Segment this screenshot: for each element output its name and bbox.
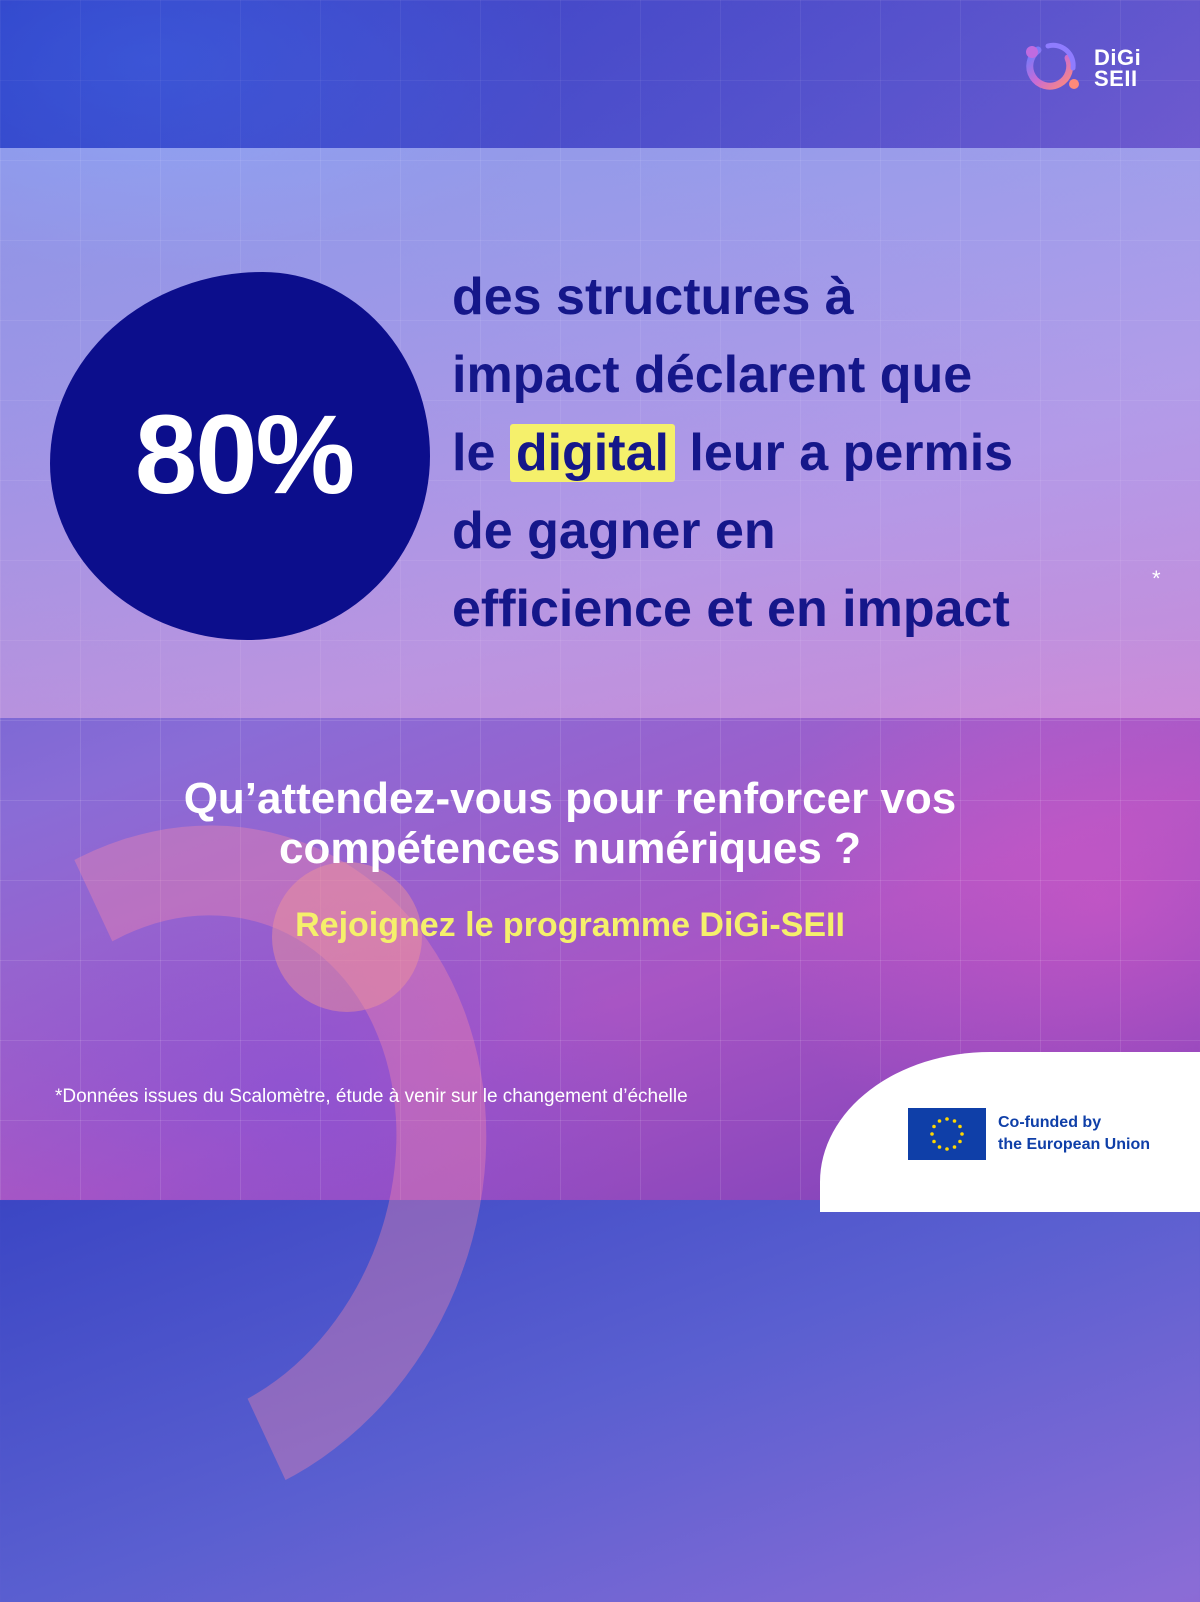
eu-funding-badge: Co-funded by the European Union — [908, 1108, 1150, 1160]
stat-badge: 80% — [50, 272, 430, 640]
statement-line-3: le digital leur a permis — [452, 414, 1172, 492]
statement-line-3-after: leur a permis — [689, 424, 1014, 482]
question-line-2: compétences numériques ? — [279, 824, 861, 873]
eu-star — [952, 1119, 957, 1123]
statement-line-4: de gagner en — [452, 502, 776, 560]
stat-value: 80% — [134, 391, 355, 517]
footnote: *Données issues du Scalomètre, étude à v… — [55, 1086, 688, 1107]
question-heading: Qu’attendez-vous pour renforcer vos comp… — [40, 774, 1100, 874]
top-band — [0, 0, 1200, 148]
statement-line-5: efficience et en impact — [452, 580, 1010, 638]
decorative-circle — [272, 862, 422, 1012]
eu-star — [937, 1145, 942, 1149]
statement-line-3-before: le — [452, 424, 496, 482]
digi-seii-logo: DiGi SEII — [1018, 38, 1178, 98]
eu-star — [960, 1132, 964, 1136]
eu-star — [945, 1147, 949, 1151]
eu-star — [930, 1132, 934, 1136]
digi-seii-logo-mark-icon — [1026, 42, 1079, 90]
statement-line-2: impact déclarent que — [452, 346, 973, 404]
logo-line-1: DiGi — [1094, 45, 1142, 70]
eu-star — [952, 1145, 957, 1149]
footnote-asterisk: * — [1152, 566, 1161, 591]
call-to-action: Rejoignez le programme DiGi-SEII — [295, 906, 845, 944]
statement-text: des structures à impact déclarent que le… — [452, 258, 1172, 648]
logo-line-2: SEII — [1094, 66, 1138, 91]
eu-line-1: Co-funded by — [998, 1114, 1102, 1131]
eu-star — [932, 1124, 936, 1129]
highlighted-word: digital — [509, 424, 675, 482]
eu-flag-icon — [908, 1108, 986, 1160]
eu-star — [932, 1139, 936, 1144]
eu-star — [937, 1119, 942, 1123]
eu-line-2: the European Union — [998, 1136, 1150, 1153]
eu-star — [958, 1139, 962, 1144]
statement-line-1: des structures à — [452, 268, 854, 326]
eu-star — [958, 1124, 962, 1129]
question-line-1: Qu’attendez-vous pour renforcer vos — [183, 774, 957, 823]
eu-funding-text: Co-funded by the European Union — [998, 1112, 1150, 1156]
eu-star — [945, 1117, 949, 1121]
logo-text: DiGi SEII — [1094, 45, 1142, 91]
